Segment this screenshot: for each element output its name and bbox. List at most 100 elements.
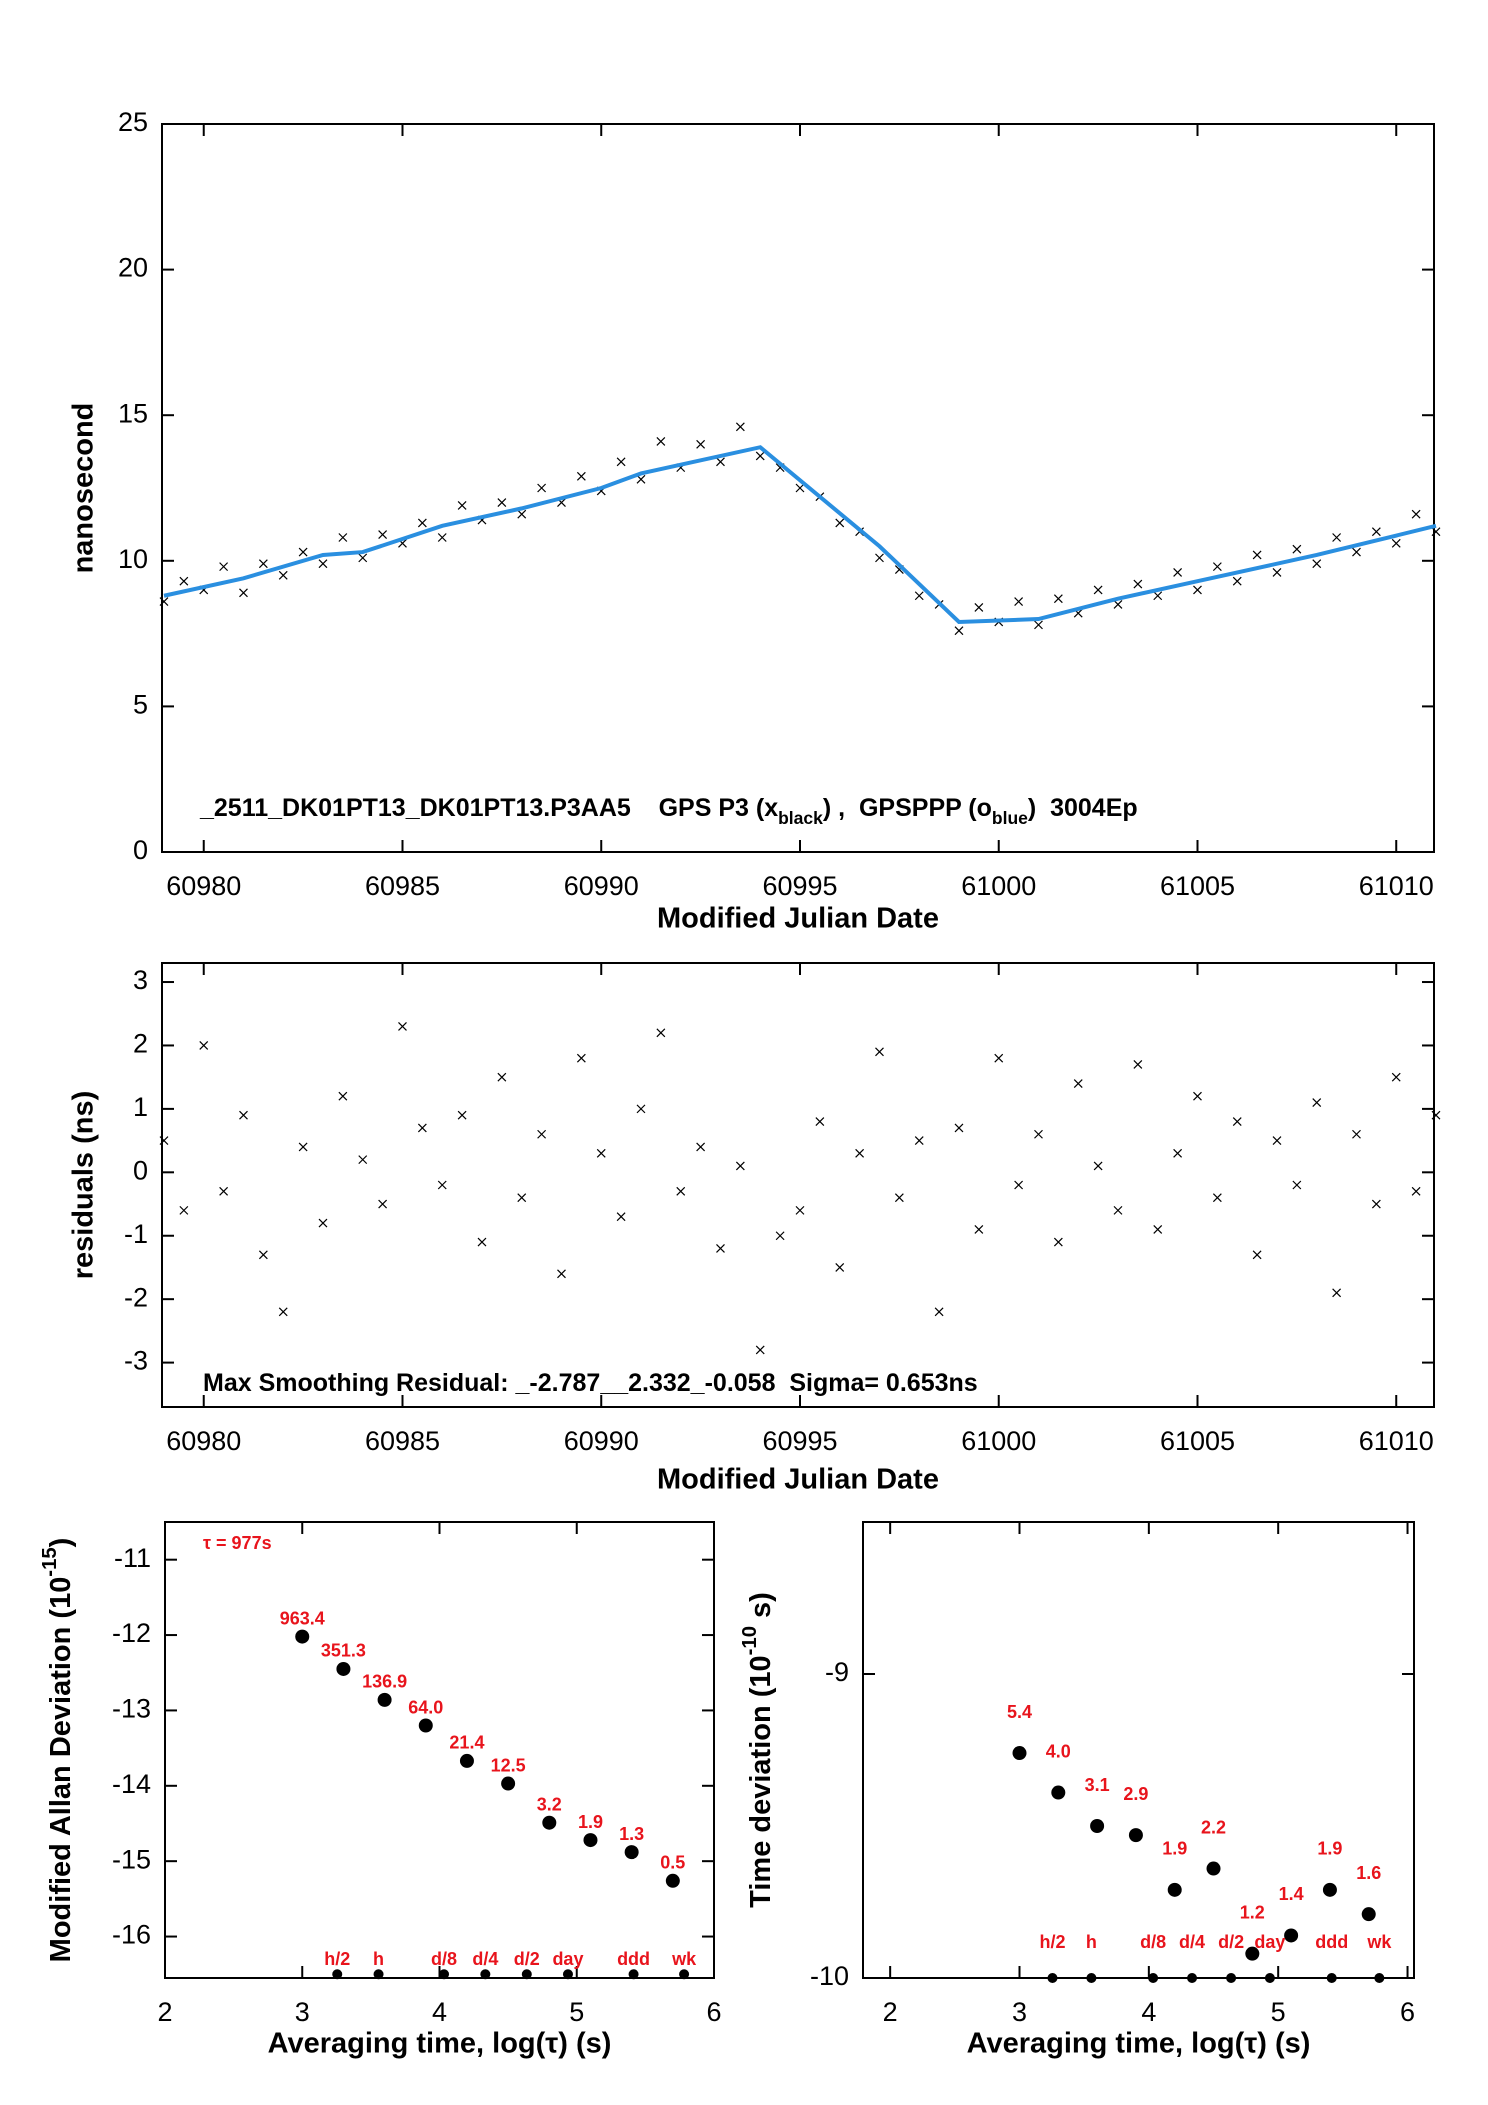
data-point: [576, 1053, 586, 1063]
data-point: [497, 498, 507, 507]
data-point: [576, 471, 586, 481]
data-point: [934, 1307, 944, 1317]
data-point: [696, 439, 706, 449]
x-tick-label: 61000: [961, 1426, 1036, 1456]
data-point: [1312, 559, 1322, 569]
y-tick-label: 15: [118, 398, 148, 428]
y-tick-label: 5: [133, 690, 148, 720]
data-point: [457, 1110, 467, 1120]
plot-frame: [161, 123, 1435, 853]
x-tick-label: 5: [569, 1997, 584, 2027]
data-point: [1374, 1973, 1385, 1983]
data-point: [398, 1022, 407, 1031]
data-point: [417, 1123, 427, 1133]
x-tick-label: 61005: [1160, 871, 1235, 901]
data-point: [755, 1345, 765, 1355]
point-label: 1.4: [1279, 1884, 1304, 1904]
data-point: [1014, 1180, 1024, 1190]
data-point: [1232, 576, 1242, 586]
data-point: [1312, 1098, 1322, 1107]
point-label: 3.1: [1085, 1775, 1110, 1795]
data-point: [338, 533, 348, 542]
data-point: [517, 1193, 527, 1203]
y-axis-title: Time deviation (10-10 s): [739, 1592, 776, 1908]
data-point: [1053, 1237, 1063, 1247]
point-label: 1.9: [1162, 1839, 1187, 1859]
data-point: [795, 483, 805, 493]
y-axis-title: residuals (ns): [68, 1091, 100, 1280]
data-point: [1284, 1928, 1299, 1943]
x-tick-label: 2: [157, 1997, 172, 2027]
data-point: [437, 533, 447, 542]
data-point: [696, 1142, 706, 1152]
data-point: [378, 530, 388, 540]
data-point: [1193, 585, 1202, 595]
point-label: ddd: [617, 1949, 650, 1969]
y-tick-label: -11: [114, 1543, 151, 1573]
data-point: [1411, 1186, 1421, 1196]
data-point: [616, 1212, 626, 1222]
data-point: [1128, 1828, 1143, 1843]
text-part: s): [745, 1592, 777, 1626]
point-label: d/8: [1140, 1932, 1166, 1952]
data-point: [628, 1969, 639, 1980]
data-point: [656, 436, 666, 446]
x-tick-label: 60985: [365, 1426, 440, 1456]
x-tick-label: 60990: [564, 871, 639, 901]
x-tick-label: 3: [295, 1997, 310, 2027]
data-point: [1053, 594, 1063, 604]
y-tick-label: 10: [118, 544, 148, 574]
x-axis-title: Modified Julian Date: [657, 903, 939, 935]
x-tick-label: 2: [883, 1997, 898, 2027]
data-point: [437, 1180, 447, 1190]
x-axis-title: Averaging time, log(τ) (s): [268, 2028, 612, 2060]
data-point: [318, 559, 328, 569]
data-point: [219, 562, 229, 572]
data-point: [562, 1969, 573, 1980]
x-axis-title: Modified Julian Date: [657, 1464, 939, 1496]
text-part: ): [45, 1538, 77, 1548]
data-point: [1431, 527, 1441, 537]
text-part: Max Smoothing Residual: _-2.787__2.332_-…: [203, 1369, 978, 1397]
point-label: 0.5: [660, 1853, 685, 1873]
y-tick-label: 2: [133, 1029, 148, 1059]
data-point: [377, 1692, 392, 1707]
point-label: d/2: [514, 1949, 540, 1969]
x-tick-label: 61010: [1359, 871, 1434, 901]
data-point: [875, 1047, 884, 1057]
data-point: [1212, 562, 1222, 572]
data-point: [735, 422, 745, 432]
data-point: [974, 1224, 984, 1234]
data-point: [1332, 1288, 1342, 1298]
y-tick-label: -14: [112, 1769, 151, 1799]
data-point: [298, 547, 308, 557]
point-label: 4.0: [1046, 1741, 1071, 1761]
data-point: [295, 1629, 310, 1644]
data-point: [636, 474, 646, 484]
data-point: [557, 1269, 566, 1279]
data-point: [1272, 568, 1282, 577]
point-label: d/2: [1218, 1932, 1244, 1952]
point-label: wk: [1366, 1932, 1392, 1952]
data-point: [373, 1969, 384, 1980]
data-point: [159, 597, 169, 606]
data-point: [1264, 1973, 1275, 1983]
data-point: [1411, 509, 1421, 519]
point-label: d/8: [431, 1949, 457, 1969]
text-part: Time deviation (10: [745, 1655, 777, 1908]
data-point: [1391, 538, 1401, 548]
y-tick-label: 0: [133, 1155, 148, 1185]
point-label: h: [373, 1949, 384, 1969]
annotation: Max Smoothing Residual: _-2.787__2.332_-…: [203, 1369, 978, 1397]
data-point: [278, 570, 288, 580]
data-point: [855, 1148, 865, 1158]
data-point: [835, 518, 845, 528]
x-tick-label: 3: [1012, 1997, 1027, 2027]
data-point: [1193, 1091, 1202, 1101]
data-point: [954, 1123, 964, 1133]
data-point: [1352, 1129, 1361, 1139]
data-point: [1153, 1224, 1163, 1234]
data-point: [278, 1307, 288, 1317]
x-axis-title: Averaging time, log(τ) (s): [967, 2028, 1311, 2060]
